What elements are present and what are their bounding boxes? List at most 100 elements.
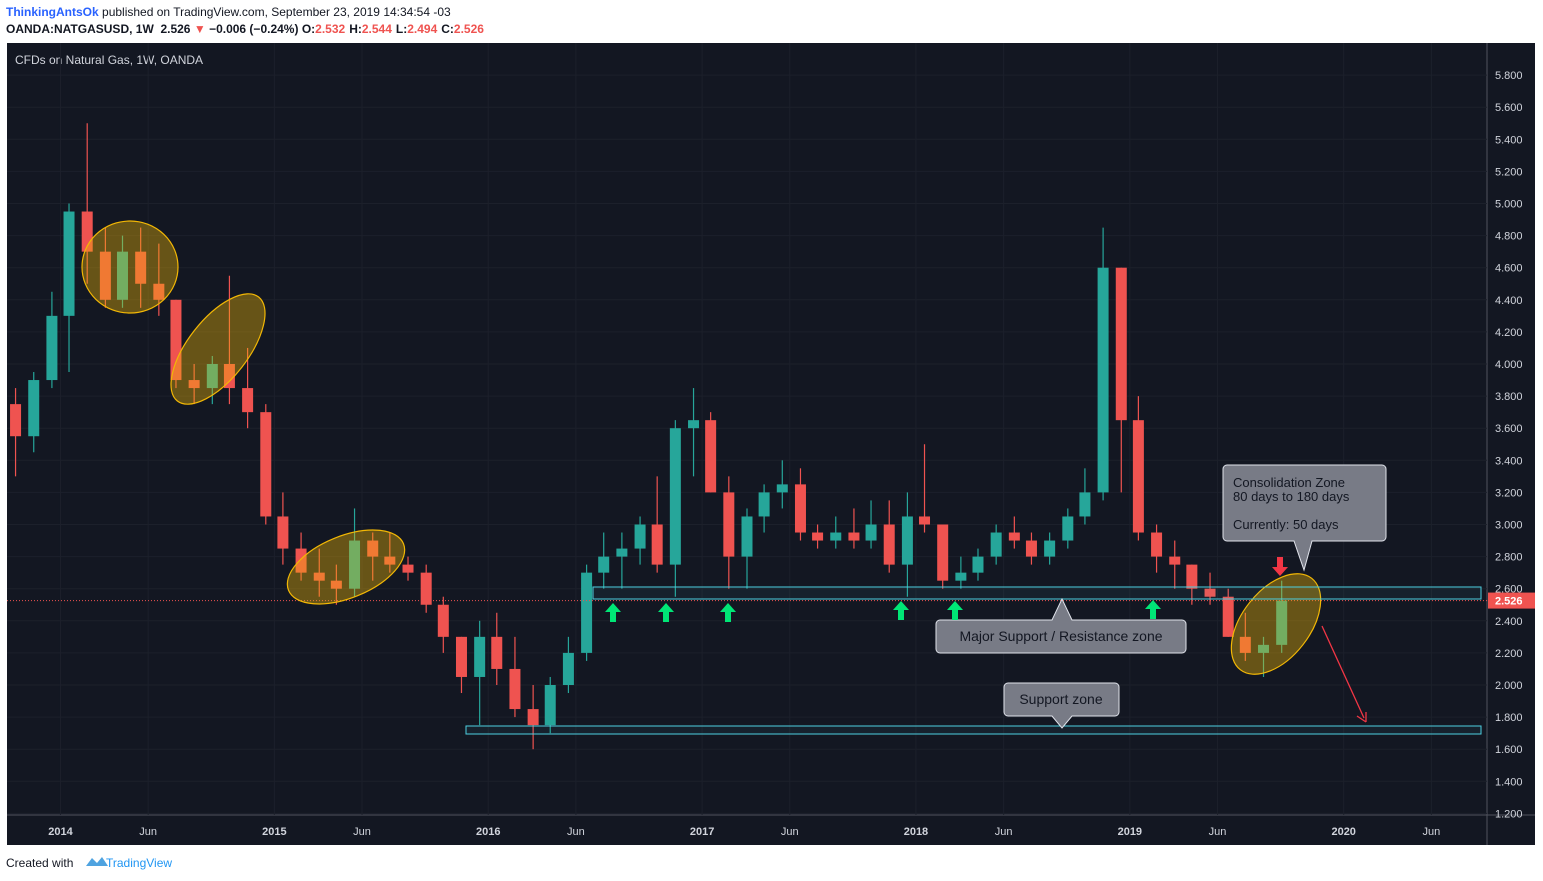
candle-body [1239, 636, 1251, 653]
projection-arrowhead [1356, 712, 1367, 723]
candle-body [153, 283, 165, 300]
candle-body [135, 251, 147, 284]
header-line-2: OANDA:NATGASUSD, 1W 2.526 ▼ −0.006 (−0.2… [6, 22, 488, 36]
last-price-label: 2.526 [1495, 596, 1523, 608]
up-arrow [1145, 600, 1161, 619]
candle-body [10, 404, 22, 437]
candle-body [1079, 492, 1091, 517]
candle-body [758, 492, 770, 517]
candle-body [1008, 532, 1020, 541]
candle-body [81, 211, 93, 252]
candle-body [598, 556, 610, 573]
y-tick-label: 3.400 [1495, 455, 1523, 467]
candle-body [349, 540, 361, 589]
candle-body [865, 524, 877, 541]
candle-body [1025, 540, 1037, 557]
footer: Created with TradingView [6, 856, 172, 870]
up-arrow [605, 603, 621, 622]
candle-body [437, 604, 449, 637]
candle-body [794, 484, 806, 533]
x-tick-label: 2014 [48, 826, 73, 838]
candle-body [955, 572, 967, 581]
candle-body [491, 636, 503, 669]
x-tick-label: 2018 [904, 826, 928, 838]
candle-body [313, 572, 325, 581]
chart-title: CFDs on Natural Gas, 1W, OANDA [15, 53, 203, 67]
logo [86, 857, 108, 866]
price: 2.526 [160, 22, 191, 36]
x-tick-label: 2016 [476, 826, 500, 838]
candle-body [634, 524, 646, 549]
candle-body [705, 420, 717, 493]
x-tick-label: 2020 [1331, 826, 1355, 838]
y-tick-label: 2.800 [1495, 552, 1523, 564]
callout-text: Major Support / Resistance zone [959, 628, 1162, 644]
x-tick-label: 2015 [262, 826, 286, 838]
callout-text: 80 days to 180 days [1233, 489, 1350, 504]
y-tick-label: 4.000 [1495, 359, 1523, 371]
last-price-box [1488, 592, 1535, 609]
candle-body [1222, 596, 1234, 637]
ohlc-value: 2.532 [315, 22, 346, 36]
candle-body [474, 636, 486, 677]
candle-body [776, 484, 788, 493]
x-tick-label: 2017 [690, 826, 714, 838]
candle-body [116, 251, 128, 300]
candle-body [848, 532, 860, 541]
support-zone [465, 725, 1482, 735]
candle-body [455, 636, 467, 677]
x-tick-label: Jun [1209, 826, 1227, 838]
candle-body [830, 532, 842, 541]
callout-box [1222, 464, 1387, 572]
candle-body [972, 556, 984, 573]
y-tick-label: 2.400 [1495, 616, 1523, 628]
ohlc-value: 2.544 [361, 22, 392, 36]
candle-body [1204, 588, 1216, 597]
green-arrows [605, 600, 1161, 622]
projection-line [1321, 625, 1365, 719]
y-tick-label: 2.000 [1495, 680, 1523, 692]
y-tick-label: 3.000 [1495, 519, 1523, 531]
candle-body [1276, 600, 1288, 645]
ohlc: O:2.532 H:2.544 L:2.494 C:2.526 [302, 22, 488, 36]
candle-body [741, 516, 753, 557]
x-tick-label: Jun [353, 826, 371, 838]
candle-body [1151, 532, 1163, 557]
candle-body [1044, 540, 1056, 557]
candle-body [651, 524, 663, 565]
up-arrow [893, 601, 909, 620]
candle-body [1186, 564, 1198, 589]
y-tick-label: 5.400 [1495, 134, 1523, 146]
callout-text: Currently: 50 days [1233, 517, 1339, 532]
resistance-zone [592, 586, 1482, 600]
candle-body [1169, 556, 1181, 565]
x-tick-label: Jun [139, 826, 157, 838]
candle-body [544, 684, 556, 726]
published: published on TradingView.com, September … [102, 5, 451, 19]
ohlc-label: O: [301, 22, 316, 36]
y-tick-label: 4.600 [1495, 263, 1523, 275]
candle-body [402, 564, 414, 573]
y-tick-label: 4.800 [1495, 231, 1523, 243]
highlight-ellipse [170, 293, 266, 405]
footer-brand[interactable]: TradingView [106, 856, 172, 870]
y-tick-label: 5.600 [1495, 102, 1523, 114]
author[interactable]: ThinkingAntsOk [6, 5, 99, 19]
y-tick-label: 2.200 [1495, 648, 1523, 660]
candle-body [28, 380, 40, 437]
candle-body [901, 516, 913, 565]
candle-body [63, 211, 75, 316]
candle-body [223, 363, 235, 389]
y-tick-label: 1.200 [1495, 808, 1523, 820]
ohlc-value: 2.526 [453, 22, 484, 36]
footer-text: Created with [6, 856, 73, 870]
candle-body [384, 556, 396, 565]
candle-body [206, 363, 218, 389]
ohlc-label: C: [441, 22, 454, 36]
change-icon: ▼ [193, 22, 206, 36]
candle-body [1132, 420, 1144, 533]
candle-body [295, 548, 307, 573]
callout-text: Consolidation Zone [1233, 475, 1345, 490]
candle-body [527, 709, 539, 726]
